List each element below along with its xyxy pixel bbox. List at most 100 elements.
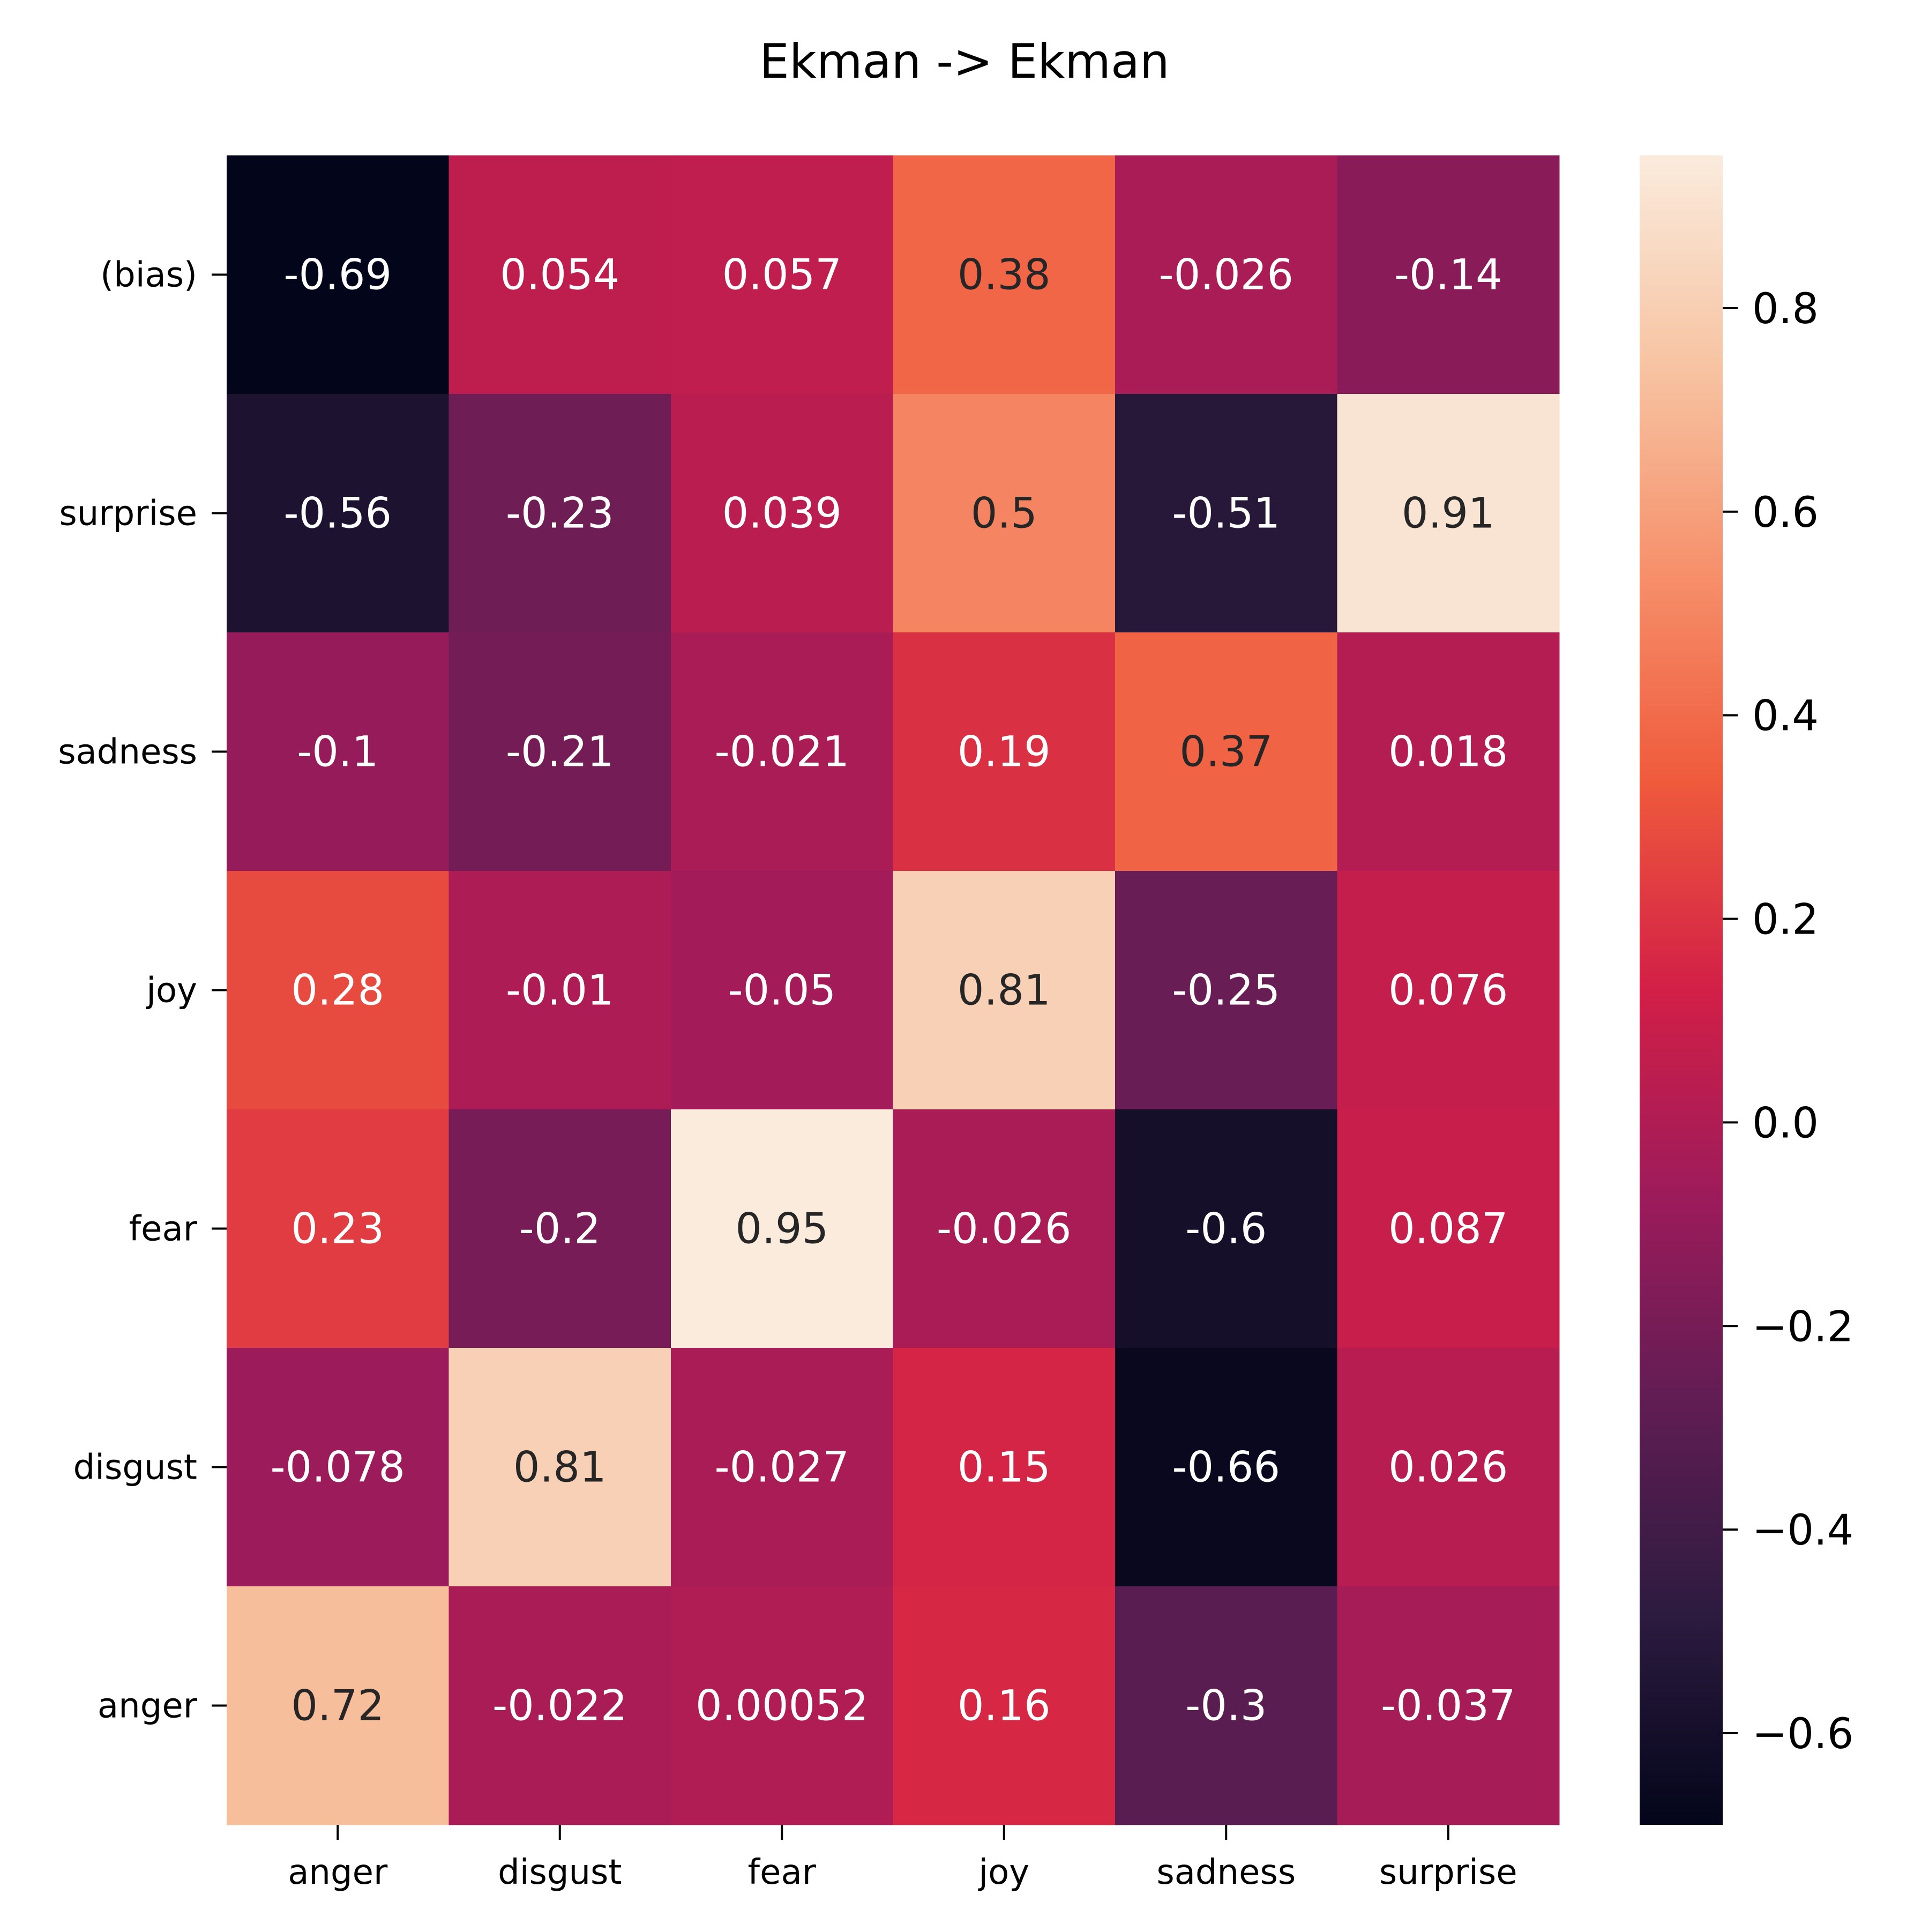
cell-value-label: -0.022 [492,1682,627,1730]
heatmap-cell [448,1586,671,1825]
cell-value-label: -0.021 [715,728,849,777]
heatmap-cell [893,1348,1116,1587]
heatmap-cell [227,394,449,633]
heatmap-cell [1115,1109,1337,1348]
heatmap-cell [227,1348,449,1587]
heatmap-cell [448,155,671,394]
y-tick-label: disgust [73,1448,197,1488]
cell-value-label: -0.026 [937,1205,1071,1254]
cell-value-label: -0.078 [271,1444,405,1492]
colorbar-tick-label: 0.8 [1752,285,1819,333]
heatmap-cells [227,155,1560,1825]
cell-value-label: -0.037 [1381,1682,1515,1730]
cell-value-label: -0.23 [506,490,614,538]
heatmap-cell [227,1109,449,1348]
heatmap-cell [227,1586,449,1825]
x-tick-label: anger [288,1853,388,1892]
cell-value-label: 0.057 [722,251,842,300]
heatmap-cell [1115,1586,1337,1825]
heatmap-cell [1337,1109,1560,1348]
colorbar-tick-label: −0.2 [1752,1303,1853,1351]
heatmap-cell [227,871,449,1110]
y-tick-label: fear [129,1210,198,1249]
heatmap-cell [893,1109,1116,1348]
y-tick-label: (bias) [100,256,197,295]
heatmap-cell [1337,155,1560,394]
colorbar: 0.8 0.6 0.4 0.2 0.0 −0.2 −0.4 −0.6 [1640,155,1853,1825]
heatmap-cell [671,1586,893,1825]
x-tick-label: sadness [1156,1853,1296,1892]
heatmap-cell [671,1348,893,1587]
heatmap-cell-labels: -0.69 0.054 0.057 0.38 -0.026 -0.14 -0.56 -0.23… [271,251,1516,1730]
cell-value-label: 0.38 [958,251,1051,300]
cell-value-label: -0.05 [728,967,836,1015]
colorbar-tick-label: 0.2 [1752,896,1819,944]
heatmap-cell [1115,632,1337,871]
heatmap-cell [1337,394,1560,633]
heatmap-cell [448,1109,671,1348]
heatmap-cell [671,394,893,633]
heatmap-cell [893,394,1116,633]
heatmap-cell [671,632,893,871]
cell-value-label: 0.72 [291,1682,384,1730]
cell-value-label: 0.37 [1179,728,1273,777]
heatmap-cell [1115,871,1337,1110]
y-tick-label: joy [145,971,197,1011]
y-tick-label: sadness [58,733,197,772]
cell-value-label: 0.039 [722,490,842,538]
cell-value-label: -0.56 [283,490,392,538]
cell-value-label: -0.2 [519,1205,601,1254]
colorbar-tick-label: 0.4 [1752,692,1819,741]
cell-value-label: 0.5 [971,490,1037,538]
x-tick-label: disgust [498,1853,622,1892]
cell-value-label: 0.076 [1388,967,1508,1015]
heatmap-cell [1337,1586,1560,1825]
heatmap-cell [227,155,449,394]
heatmap-cell [448,871,671,1110]
colorbar-tick-label: −0.4 [1752,1506,1853,1555]
chart-title: Ekman -> Ekman [759,34,1169,89]
heatmap-cell [1115,394,1337,633]
cell-value-label: -0.21 [506,728,614,777]
x-tick-label: joy [977,1853,1029,1892]
heatmap-cell [448,632,671,871]
cell-value-label: 0.018 [1388,728,1508,777]
cell-value-label: 0.19 [958,728,1051,777]
heatmap-cell [893,871,1116,1110]
heatmap-cell [448,1348,671,1587]
colorbar-ticks: 0.8 0.6 0.4 0.2 0.0 −0.2 −0.4 −0.6 [1723,285,1853,1758]
y-tick-label: surprise [59,494,197,534]
colorbar-tick-label: 0.6 [1752,489,1819,537]
cell-value-label: -0.01 [506,967,614,1015]
x-tick-label: surprise [1379,1853,1517,1892]
cell-value-label: -0.14 [1394,251,1502,300]
colorbar-gradient [1640,155,1723,1825]
heatmap-cell [448,394,671,633]
heatmap-cell [1115,155,1337,394]
y-axis: (bias) surprise sadness joy fear disgust anger [58,256,227,1726]
x-axis: anger disgust fear joy sadness surprise [288,1825,1517,1892]
cell-value-label: 0.91 [1402,490,1495,538]
colorbar-tick-label: −0.6 [1752,1710,1853,1758]
cell-value-label: 0.81 [513,1444,607,1492]
cell-value-label: -0.51 [1172,490,1280,538]
cell-value-label: 0.054 [500,251,619,300]
cell-value-label: 0.026 [1388,1444,1508,1492]
cell-value-label: 0.95 [735,1205,828,1254]
y-tick-label: anger [98,1687,198,1726]
cell-value-label: -0.25 [1172,967,1280,1015]
cell-value-label: 0.28 [291,967,384,1015]
cell-value-label: 0.81 [958,967,1051,1015]
heatmap-cell [893,1586,1116,1825]
x-tick-label: fear [748,1853,817,1892]
cell-value-label: -0.1 [297,728,378,777]
heatmap-cell [893,632,1116,871]
heatmap-cell [1115,1348,1337,1587]
heatmap-cell [671,871,893,1110]
heatmap-cell [1337,871,1560,1110]
cell-value-label: 0.15 [958,1444,1051,1492]
cell-value-label: -0.69 [283,251,392,300]
cell-value-label: -0.026 [1159,251,1294,300]
